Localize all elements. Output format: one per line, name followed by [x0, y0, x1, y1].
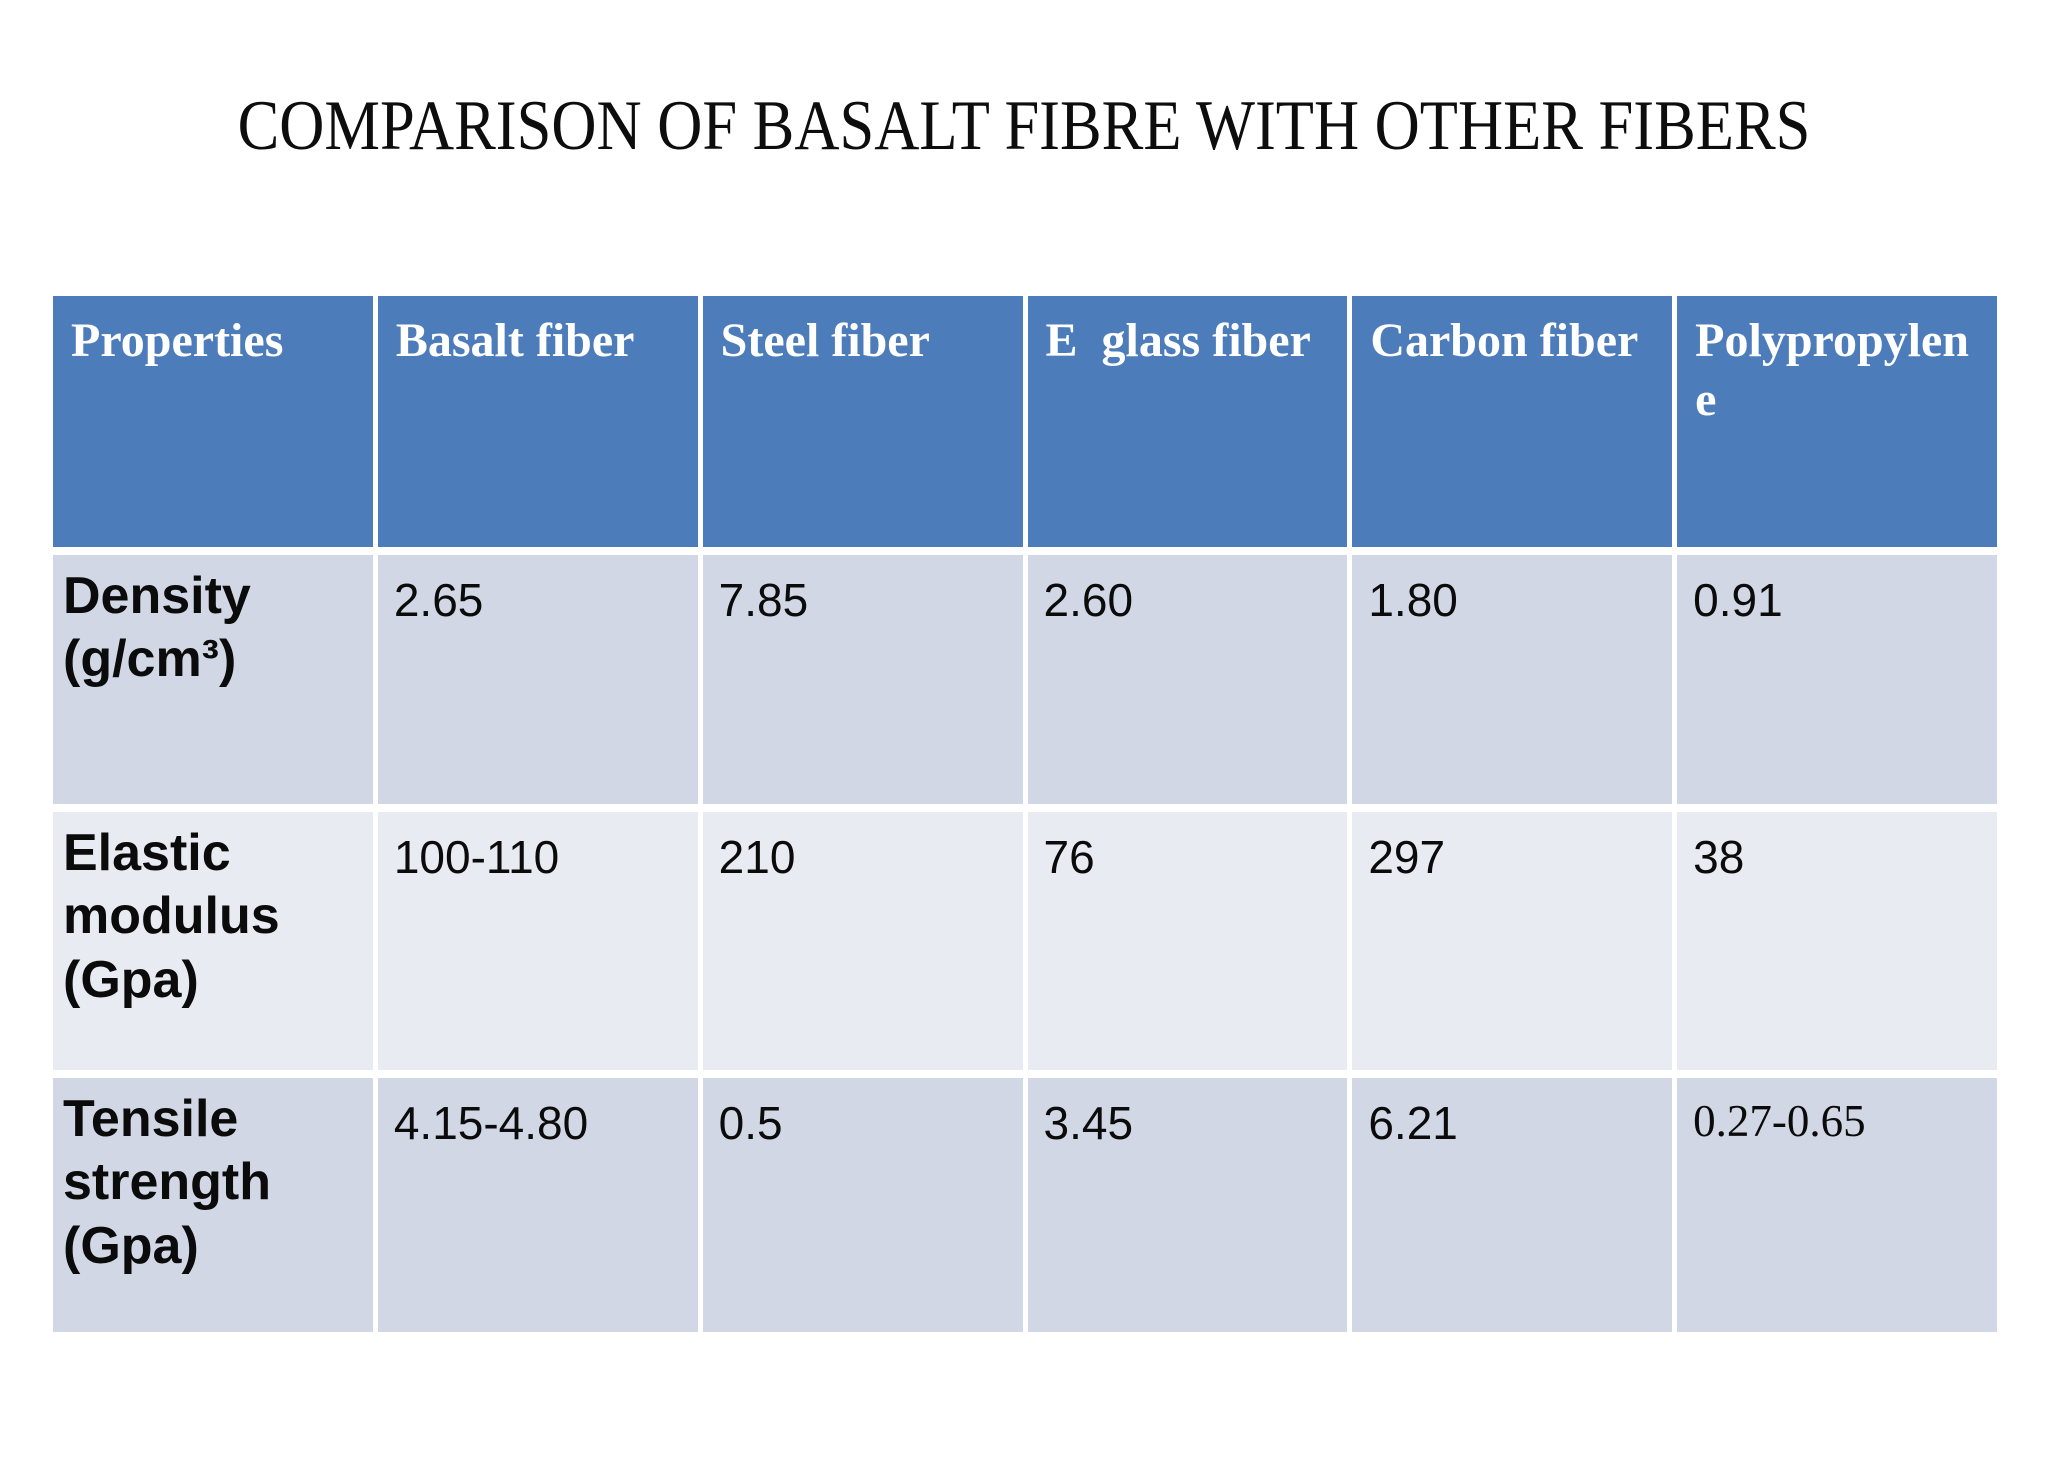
value-cell: 3.45 — [1027, 1078, 1348, 1332]
value-cell: 2.65 — [377, 555, 698, 804]
comparison-table: Properties Basalt fiber Steel fiber E gl… — [53, 296, 1997, 1332]
header-cell-e-glass-fiber: E glass fiber — [1027, 296, 1348, 547]
value-cell: 297 — [1352, 812, 1673, 1070]
value-cell: 100-110 — [377, 812, 698, 1070]
value-cell: 4.15-4.80 — [377, 1078, 698, 1332]
header-cell-properties: Properties — [53, 296, 373, 547]
value-cell: 7.85 — [702, 555, 1023, 804]
header-cell-carbon-fiber: Carbon fiber — [1352, 296, 1673, 547]
value-cell: 210 — [702, 812, 1023, 1070]
value-cell: 38 — [1677, 812, 1997, 1070]
property-cell: Elastic modulus (Gpa) — [53, 812, 373, 1070]
value-cell: 0.5 — [702, 1078, 1023, 1332]
header-cell-polypropylene: Polypropylen e — [1677, 296, 1997, 547]
value-cell: 0.27-0.65 — [1677, 1078, 1997, 1332]
value-cell: 76 — [1027, 812, 1348, 1070]
property-cell: Tensile strength (Gpa) — [53, 1078, 373, 1332]
header-cell-basalt-fiber: Basalt fiber — [377, 296, 698, 547]
slide-title: COMPARISON OF BASALT FIBRE WITH OTHER FI… — [237, 87, 1811, 165]
header-cell-steel-fiber: Steel fiber — [702, 296, 1023, 547]
value-cell: 1.80 — [1352, 555, 1673, 804]
value-cell: 6.21 — [1352, 1078, 1673, 1332]
value-cell: 0.91 — [1677, 555, 1997, 804]
property-cell: Density (g/cm³) — [53, 555, 373, 804]
value-cell: 2.60 — [1027, 555, 1348, 804]
